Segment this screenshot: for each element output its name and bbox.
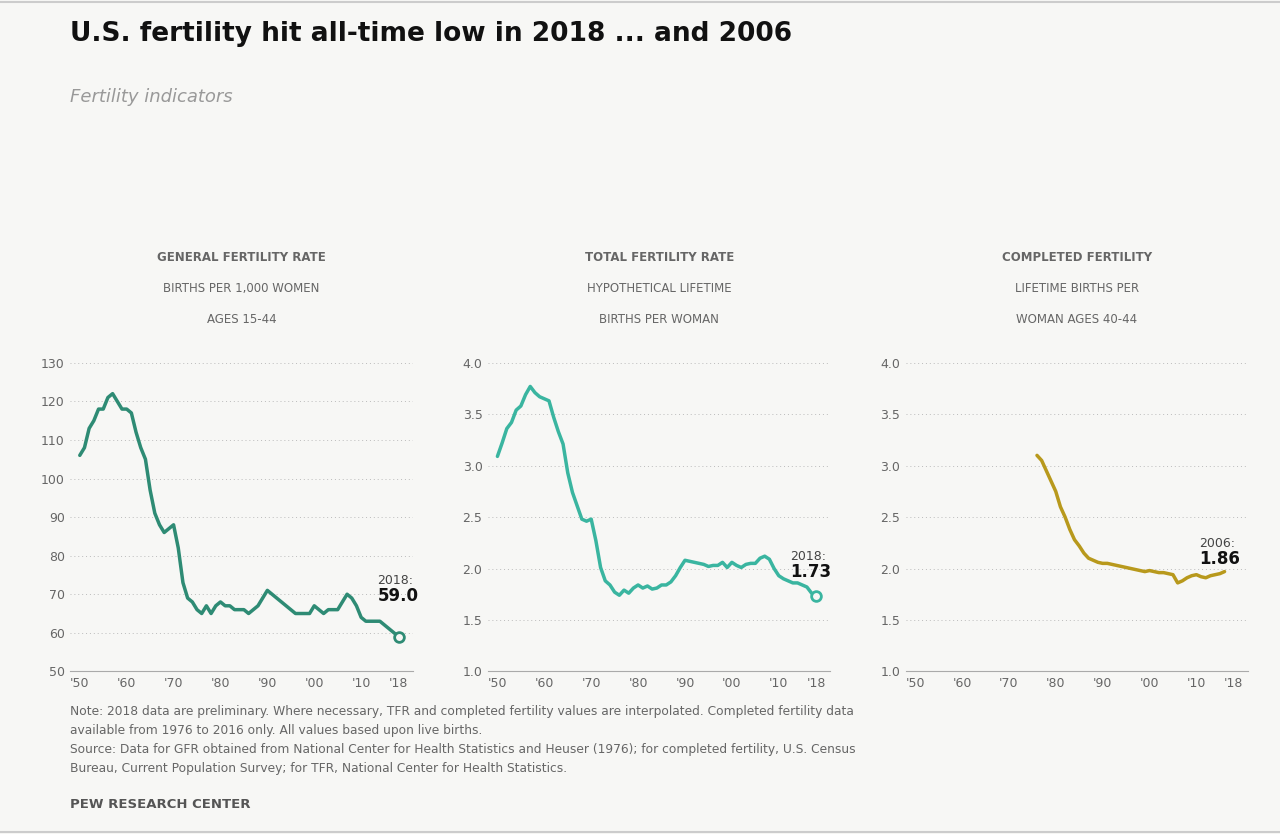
Text: COMPLETED FERTILITY: COMPLETED FERTILITY [1002,251,1152,264]
Text: 2006:: 2006: [1199,537,1235,550]
Text: BIRTHS PER 1,000 WOMEN: BIRTHS PER 1,000 WOMEN [164,282,320,295]
Text: AGES 15-44: AGES 15-44 [207,313,276,326]
Text: 1.73: 1.73 [791,564,832,581]
Text: 2018:: 2018: [791,550,827,564]
Text: BIRTHS PER WOMAN: BIRTHS PER WOMAN [599,313,719,326]
Text: Fertility indicators: Fertility indicators [70,88,233,106]
Text: TOTAL FERTILITY RATE: TOTAL FERTILITY RATE [585,251,733,264]
Text: 2018:: 2018: [378,574,413,586]
Text: PEW RESEARCH CENTER: PEW RESEARCH CENTER [70,797,251,811]
Text: 1.86: 1.86 [1199,550,1239,568]
Text: Note: 2018 data are preliminary. Where necessary, TFR and completed fertility va: Note: 2018 data are preliminary. Where n… [70,705,856,775]
Text: U.S. fertility hit all-time low in 2018 ... and 2006: U.S. fertility hit all-time low in 2018 … [70,21,792,47]
Text: 59.0: 59.0 [378,586,419,605]
Text: WOMAN AGES 40-44: WOMAN AGES 40-44 [1016,313,1138,326]
Text: GENERAL FERTILITY RATE: GENERAL FERTILITY RATE [157,251,326,264]
Text: HYPOTHETICAL LIFETIME: HYPOTHETICAL LIFETIME [588,282,731,295]
Text: LIFETIME BIRTHS PER: LIFETIME BIRTHS PER [1015,282,1139,295]
